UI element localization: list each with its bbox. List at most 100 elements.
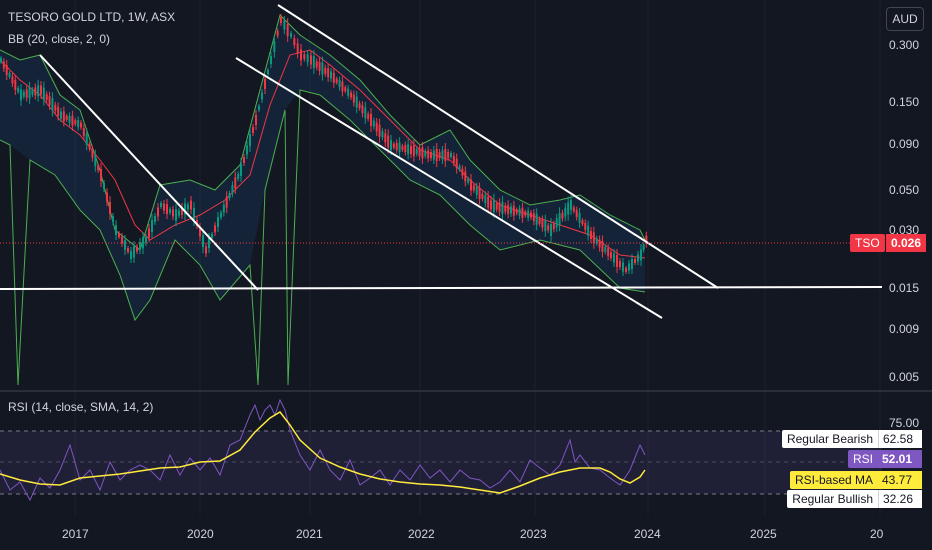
candle-body <box>642 244 645 250</box>
candle-body <box>54 104 57 111</box>
candle-body <box>11 76 14 84</box>
candle-body <box>510 206 512 214</box>
candle-body <box>220 212 222 218</box>
candle-body <box>555 218 558 228</box>
candle-body <box>572 207 575 212</box>
candle-body <box>136 246 138 252</box>
candle-body <box>330 71 332 79</box>
symbol-legend[interactable]: TESORO GOLD LTD, 1W, ASX <box>8 10 176 24</box>
rsi-label-value: 43.77 <box>878 471 922 489</box>
candle-body <box>487 196 490 208</box>
candle-body <box>175 209 177 221</box>
support-line[interactable] <box>0 286 883 290</box>
candle-body <box>88 143 91 149</box>
candle-body <box>106 192 108 202</box>
candle-body <box>115 225 117 235</box>
candle-body <box>347 88 350 96</box>
candle-body <box>85 133 88 145</box>
candle-body <box>504 205 507 212</box>
candle-body <box>378 124 381 137</box>
price-tick: 0.009 <box>889 322 920 336</box>
candle-body <box>375 122 378 132</box>
candle-body <box>518 208 521 216</box>
candle-body <box>447 152 450 158</box>
candle-body <box>384 133 387 143</box>
candle-body <box>91 149 94 158</box>
candle-body <box>640 249 642 261</box>
time-tick: 2025 <box>750 527 777 541</box>
candle-body <box>71 115 74 126</box>
candle-body <box>17 88 20 92</box>
candle-body <box>619 261 621 267</box>
candle-body <box>634 259 636 263</box>
candle-body <box>645 235 648 244</box>
candle-body <box>421 147 424 159</box>
candle-body <box>561 212 564 219</box>
candles <box>0 14 648 276</box>
candle-body <box>82 128 85 137</box>
candle-body <box>222 204 225 213</box>
candle-body <box>616 255 618 267</box>
candle-body <box>321 62 324 75</box>
candle-body <box>240 164 242 176</box>
price-tick: 0.150 <box>889 95 920 109</box>
candle-body <box>461 168 464 176</box>
candle-body <box>452 155 455 163</box>
candle-body <box>187 204 189 210</box>
candle-body <box>80 122 82 128</box>
candle-body <box>255 115 257 125</box>
candle-body <box>387 135 390 148</box>
candle-body <box>441 150 444 160</box>
candle-body <box>246 145 248 155</box>
candle-body <box>293 38 296 46</box>
candle-body <box>350 92 352 98</box>
candle-body <box>598 239 601 248</box>
time-tick: 2023 <box>520 527 547 541</box>
candle-body <box>68 115 71 123</box>
candle-body <box>415 148 418 154</box>
candle-body <box>410 146 412 154</box>
candle-body <box>338 80 341 88</box>
candle-body <box>412 145 415 157</box>
candle-body <box>592 232 595 244</box>
candle-body <box>370 114 372 126</box>
candle-body <box>622 262 624 272</box>
candle-body <box>25 89 28 98</box>
trendline-channel-top[interactable] <box>277 4 719 289</box>
candle-body <box>584 222 587 230</box>
trendline-channel-bottom[interactable] <box>235 57 663 319</box>
rsi-level-tick: 75.00 <box>889 416 920 430</box>
candle-body <box>178 210 180 216</box>
candle-body <box>124 240 126 250</box>
candle-body <box>264 79 266 89</box>
candle-body <box>261 92 263 100</box>
candle-body <box>595 238 598 244</box>
candle-body <box>332 72 335 83</box>
candle-body <box>151 220 153 232</box>
bb-legend[interactable]: BB (20, close, 2, 0) <box>8 32 111 46</box>
candle-body <box>438 152 441 158</box>
candle-body <box>467 178 470 183</box>
trendline-down-1[interactable] <box>39 54 259 291</box>
candle-body <box>283 20 286 30</box>
price-tick: 0.015 <box>889 281 920 295</box>
candle-body <box>103 183 105 189</box>
candle-body <box>470 179 472 191</box>
candle-body <box>45 94 48 101</box>
candle-body <box>475 186 478 195</box>
candle-body <box>484 195 487 204</box>
candle-body <box>22 91 25 97</box>
rsi-label-regular-bearish: Regular Bearish 62.58 <box>781 430 922 448</box>
rsi-legend[interactable]: RSI (14, close, SMA, 14, 2) <box>8 400 154 414</box>
bb-upper-band <box>0 14 646 251</box>
rsi-label-value: 52.01 <box>878 450 922 468</box>
candle-body <box>547 225 550 231</box>
candle-body <box>42 87 45 100</box>
candle-body <box>364 107 367 119</box>
time-tick: 2017 <box>62 527 89 541</box>
price-tick: 0.090 <box>889 137 920 151</box>
candle-body <box>498 202 501 212</box>
candle-body <box>567 202 570 215</box>
currency-button[interactable]: AUD <box>886 7 924 31</box>
